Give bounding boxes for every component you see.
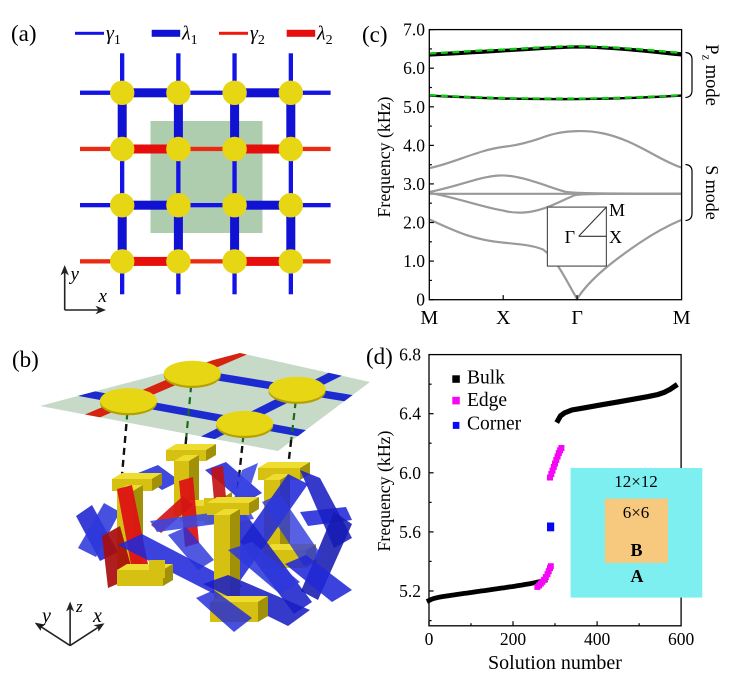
- svg-text:B: B: [630, 540, 642, 560]
- svg-text:y: y: [40, 605, 51, 627]
- svg-text:1.0: 1.0: [403, 251, 425, 271]
- svg-text:M: M: [420, 307, 438, 329]
- svg-text:Corner: Corner: [467, 414, 522, 435]
- svg-text:Solution number: Solution number: [488, 652, 622, 674]
- svg-text:A: A: [631, 566, 644, 586]
- svg-text:λ1: λ1: [181, 23, 198, 49]
- svg-text:5.2: 5.2: [399, 581, 421, 601]
- svg-text:(c): (c): [362, 22, 388, 47]
- svg-text:6.0: 6.0: [399, 463, 421, 483]
- svg-text:6.0: 6.0: [403, 58, 425, 78]
- svg-text:6.4: 6.4: [399, 404, 421, 424]
- svg-text:S mode: S mode: [702, 165, 722, 220]
- svg-text:X: X: [496, 307, 511, 329]
- svg-text:Frequency (kHz): Frequency (kHz): [374, 430, 395, 551]
- svg-text:600: 600: [668, 629, 695, 649]
- svg-text:γ2: γ2: [250, 23, 265, 49]
- svg-text:Bulk: Bulk: [467, 368, 505, 389]
- svg-text:(d): (d): [366, 344, 393, 369]
- svg-text:γ1: γ1: [106, 23, 121, 49]
- svg-text:5.6: 5.6: [399, 522, 421, 542]
- svg-text:2.0: 2.0: [403, 213, 425, 233]
- svg-text:7.0: 7.0: [403, 20, 425, 40]
- svg-text:M: M: [609, 200, 625, 220]
- svg-text:3.0: 3.0: [403, 174, 425, 194]
- svg-text:4.0: 4.0: [403, 135, 425, 155]
- svg-text:Γ: Γ: [571, 307, 583, 329]
- svg-text:Edge: Edge: [467, 390, 507, 411]
- svg-text:0: 0: [425, 629, 434, 649]
- svg-text:200: 200: [500, 629, 527, 649]
- svg-text:Frequency (kHz): Frequency (kHz): [374, 96, 395, 217]
- svg-text:x: x: [98, 286, 108, 307]
- svg-text:(a): (a): [11, 21, 37, 46]
- svg-text:5.0: 5.0: [403, 97, 425, 117]
- svg-text:6.8: 6.8: [399, 345, 421, 365]
- svg-text:(b): (b): [12, 347, 39, 372]
- svg-text:Γ: Γ: [565, 227, 575, 247]
- svg-text:M: M: [673, 307, 691, 329]
- svg-text:X: X: [609, 227, 622, 247]
- svg-text:y: y: [69, 264, 80, 285]
- svg-text:400: 400: [584, 629, 611, 649]
- svg-text:z: z: [75, 597, 83, 616]
- svg-text:12×12: 12×12: [614, 472, 658, 491]
- svg-text:x: x: [92, 605, 102, 627]
- svg-text:0: 0: [416, 290, 425, 310]
- svg-text:λ2: λ2: [316, 23, 333, 49]
- svg-text:Pz mode: Pz mode: [700, 44, 722, 106]
- svg-text:6×6: 6×6: [623, 503, 650, 522]
